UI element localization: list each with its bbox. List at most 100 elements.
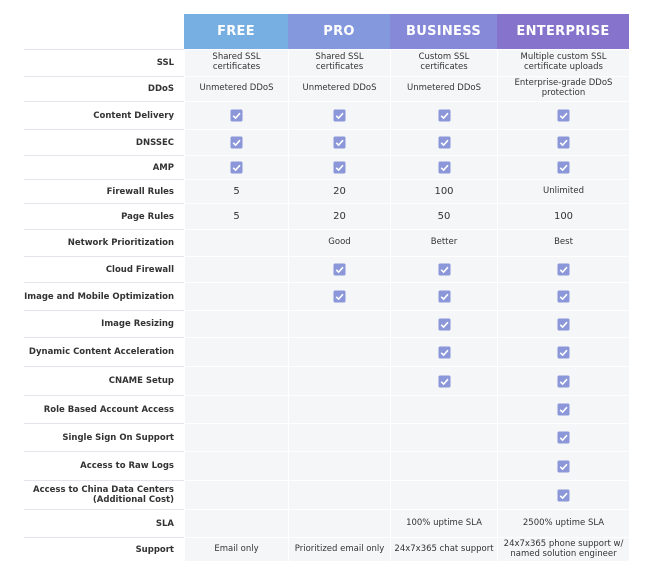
feature-label: Cloud Firewall xyxy=(24,256,184,282)
check-icon xyxy=(438,375,450,387)
feature-label: Image and Mobile Optimization xyxy=(24,282,184,310)
feature-cell xyxy=(288,423,390,451)
check-icon xyxy=(438,318,450,330)
feature-cell xyxy=(288,282,390,310)
feature-cell: 50 xyxy=(390,203,497,229)
check-icon xyxy=(438,290,450,303)
check-icon xyxy=(333,109,346,122)
feature-cell xyxy=(497,155,629,179)
feature-cell: Shared SSL certificates xyxy=(288,49,390,76)
feature-cell: Unmetered DDoS xyxy=(390,76,497,101)
feature-cell xyxy=(288,366,390,395)
feature-cell xyxy=(288,129,390,155)
check-icon xyxy=(230,136,243,149)
feature-cell: 20 xyxy=(288,179,390,203)
check-icon xyxy=(333,290,346,303)
feature-cell: Good xyxy=(288,229,390,256)
feature-cell xyxy=(497,451,629,480)
plan-header: PRO xyxy=(288,14,390,49)
feature-cell xyxy=(288,480,390,509)
feature-cell xyxy=(497,337,629,366)
feature-cell xyxy=(184,229,288,256)
feature-cell xyxy=(184,101,288,129)
feature-cell xyxy=(288,101,390,129)
feature-cell: 20 xyxy=(288,203,390,229)
feature-cell xyxy=(390,337,497,366)
check-icon xyxy=(557,290,570,303)
feature-cell xyxy=(390,129,497,155)
feature-cell xyxy=(390,366,497,395)
check-icon xyxy=(333,136,346,149)
feature-cell: Custom SSL certificates xyxy=(390,49,497,76)
feature-label: DNSSEC xyxy=(24,129,184,155)
check-icon xyxy=(557,161,570,174)
feature-cell xyxy=(497,256,629,282)
check-icon xyxy=(557,263,570,276)
plan-header: ENTERPRISE xyxy=(497,14,629,49)
feature-cell xyxy=(497,101,629,129)
feature-cell xyxy=(497,366,629,395)
feature-cell: 5 xyxy=(184,203,288,229)
feature-cell xyxy=(288,337,390,366)
feature-cell xyxy=(390,480,497,509)
feature-cell: 100% uptime SLA xyxy=(390,509,497,537)
feature-cell xyxy=(184,310,288,337)
feature-cell xyxy=(390,256,497,282)
feature-cell xyxy=(288,310,390,337)
feature-cell xyxy=(184,129,288,155)
feature-cell: Shared SSL certificates xyxy=(184,49,288,76)
feature-cell xyxy=(184,155,288,179)
feature-cell xyxy=(288,155,390,179)
feature-cell: Multiple custom SSL certificate uploads xyxy=(497,49,629,76)
feature-label: Page Rules xyxy=(24,203,184,229)
feature-cell xyxy=(184,282,288,310)
feature-cell xyxy=(390,282,497,310)
feature-cell: 5 xyxy=(184,179,288,203)
check-icon xyxy=(438,136,450,149)
feature-cell xyxy=(184,256,288,282)
feature-cell xyxy=(184,451,288,480)
feature-label: Image Resizing xyxy=(24,310,184,337)
corner xyxy=(24,14,184,49)
feature-cell xyxy=(390,101,497,129)
feature-cell xyxy=(288,256,390,282)
feature-cell xyxy=(184,480,288,509)
feature-cell xyxy=(184,423,288,451)
feature-cell xyxy=(497,480,629,509)
feature-label: Support xyxy=(24,537,184,561)
feature-cell xyxy=(288,509,390,537)
feature-label: Network Prioritization xyxy=(24,229,184,256)
feature-cell: Better xyxy=(390,229,497,256)
check-icon xyxy=(333,263,346,276)
feature-cell xyxy=(497,310,629,337)
check-icon xyxy=(438,109,450,122)
feature-cell xyxy=(497,282,629,310)
feature-label: AMP xyxy=(24,155,184,179)
check-icon xyxy=(557,109,570,122)
feature-label: Dynamic Content Acceleration xyxy=(24,337,184,366)
feature-cell xyxy=(390,310,497,337)
check-icon xyxy=(557,431,570,444)
feature-cell xyxy=(497,129,629,155)
plan-header: FREE xyxy=(184,14,288,49)
feature-cell: 2500% uptime SLA xyxy=(497,509,629,537)
feature-cell xyxy=(184,509,288,537)
check-icon xyxy=(557,346,570,358)
check-icon xyxy=(438,263,450,276)
feature-label: Access to China Data Centers (Additional… xyxy=(24,480,184,509)
check-icon xyxy=(333,161,346,174)
feature-cell xyxy=(184,337,288,366)
feature-cell xyxy=(184,366,288,395)
feature-cell xyxy=(184,395,288,423)
feature-cell xyxy=(497,395,629,423)
feature-label: Single Sign On Support xyxy=(24,423,184,451)
feature-cell xyxy=(288,395,390,423)
check-icon xyxy=(557,460,570,472)
feature-label: CNAME Setup xyxy=(24,366,184,395)
feature-cell: Unlimited xyxy=(497,179,629,203)
feature-cell: Unmetered DDoS xyxy=(288,76,390,101)
feature-label: Content Delivery xyxy=(24,101,184,129)
feature-cell: Email only xyxy=(184,537,288,561)
feature-cell xyxy=(390,423,497,451)
